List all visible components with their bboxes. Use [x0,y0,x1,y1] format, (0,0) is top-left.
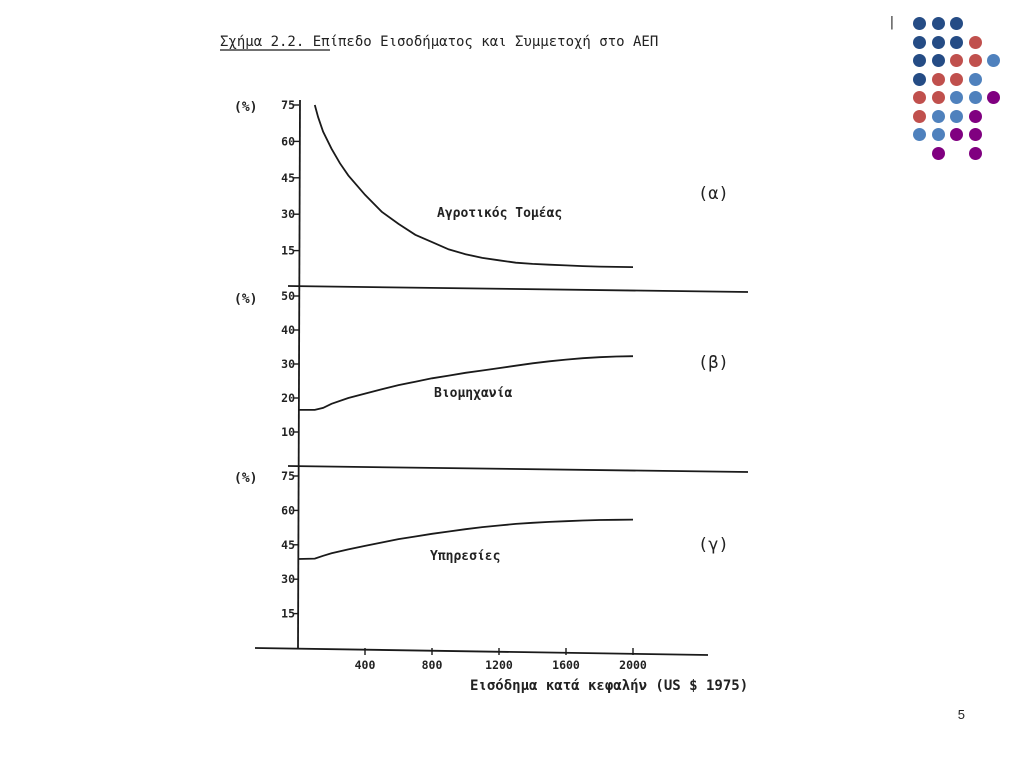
y-tick-label: 15 [281,244,295,258]
decor-dot [968,109,982,123]
y-tick-label: 50 [281,289,295,303]
panel-tag: (γ) [698,535,729,555]
series-line-a [313,104,634,268]
decor-dot [987,91,1000,104]
decor-dot [913,35,926,49]
series-label: Βιομηχανία [434,386,512,401]
chart-body: (%) 15 30 45 60 75 Αγροτικός Τομέας (α) (%) 10 20 3… [234,98,749,672]
panel-separator-3 [254,647,709,656]
decor-dot [968,146,982,160]
x-tick-label: 800 [422,658,443,672]
decor-dot [950,35,963,49]
decor-dot [950,109,963,123]
decor-dot [931,128,945,141]
y-tick-label: 45 [281,171,295,185]
panel-separator-1 [287,285,749,293]
y-tick-label: 30 [281,572,295,586]
x-tick-label: 2000 [619,658,647,672]
decor-dot [913,72,926,86]
decor-dot [913,109,926,123]
slide-number: 5 [957,707,965,722]
decor-dot [931,109,945,123]
decor-dot [931,17,945,30]
x-tick-label: 400 [355,658,376,672]
series-label: Αγροτικός Τομέας [437,206,562,221]
decor-dot [950,128,963,141]
decor-dot [913,128,926,141]
chart-title: Σχήμα 2.2. Επίπεδο Εισοδήματος και Συμμε… [220,34,658,50]
decor-dot [968,54,982,67]
decor-dot [987,54,1000,67]
x-axis-label: Εισόδημα κατά κεφαλήν (US $ 1975) [470,678,748,694]
y-tick-label: 30 [281,207,295,221]
decor-dot [913,54,926,67]
y-tick-label: 40 [281,323,295,337]
series-label: Υπηρεσίες [430,549,500,564]
decor-dot [968,128,982,141]
decor-dot [931,146,945,160]
decor-dot [931,91,945,104]
y-axis-line [297,99,301,649]
decor-dot [968,91,982,104]
decor-dot [968,72,982,86]
y-tick-label: 60 [281,503,295,517]
decor-dot [931,72,945,86]
y-tick-label: 75 [281,469,295,483]
y-tick-label: 75 [281,98,295,112]
decor-dot [950,91,963,104]
panel-a: (%) 15 30 45 60 75 Αγροτικός Τομέας (α) [234,98,729,268]
decor-dot [950,17,963,30]
decor-dot [931,54,945,67]
panel-tag: (β) [698,353,729,373]
y-unit-label: (%) [234,100,257,115]
y-unit-label: (%) [234,471,257,486]
x-tick-label: 1200 [485,658,513,672]
decor-dot [968,35,982,49]
x-tick-label: 1600 [552,658,580,672]
panel-b: (%) 10 20 30 40 50 Βιομηχανία (β) [234,289,729,439]
series-line-b [298,355,634,411]
decor-dot [931,35,945,49]
y-tick-label: 60 [281,134,295,148]
series-line-c [297,518,634,560]
decor-dot [913,91,926,104]
decor-dot [950,54,963,67]
y-unit-label: (%) [234,292,257,307]
caption-mark: | [888,15,896,30]
decor-dot [913,17,926,30]
panel-c: (%) 15 30 45 60 75 Υπηρεσίες (γ) [234,469,729,621]
decor-dot [950,72,963,86]
panel-tag: (α) [698,184,729,204]
y-tick-label: 20 [281,391,295,405]
y-tick-label: 10 [281,425,295,439]
panel-separator-2 [287,465,749,473]
y-tick-label: 30 [281,357,295,371]
y-tick-label: 15 [281,607,295,621]
y-tick-label: 45 [281,538,295,552]
